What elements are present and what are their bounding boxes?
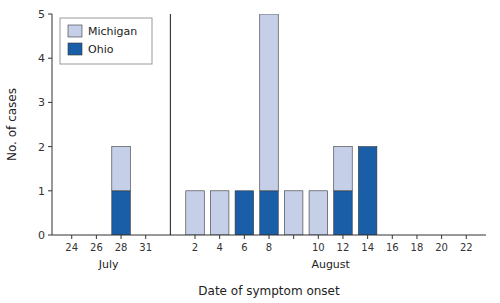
legend: Michigan Ohio <box>60 18 152 64</box>
y-tick <box>48 190 52 191</box>
bar-segment <box>260 14 278 191</box>
x-tick <box>244 235 245 239</box>
x-tick-label: 12 <box>337 242 350 253</box>
bar-segment <box>284 191 302 235</box>
y-tick-label: 5 <box>38 8 45 21</box>
group-label: July <box>98 258 119 271</box>
x-tick-label: 22 <box>460 242 473 253</box>
axes: 01234524262831246810121416182022 <box>38 8 486 253</box>
x-tick-label: 26 <box>90 242 103 253</box>
group-label: August <box>311 258 350 271</box>
x-tick <box>145 235 146 239</box>
bar-segment <box>235 190 253 191</box>
bar-segment <box>210 191 228 235</box>
bar-segment <box>358 147 376 235</box>
bar-segment <box>235 191 253 235</box>
chart: 01234524262831246810121416182022JulyAugu… <box>0 0 500 303</box>
x-tick <box>318 235 319 239</box>
x-tick-label: 16 <box>386 242 399 253</box>
y-tick-label: 2 <box>38 141 45 154</box>
bar-segment <box>112 191 130 235</box>
x-tick-label: 31 <box>139 242 152 253</box>
y-tick <box>48 235 52 236</box>
y-tick-label: 3 <box>38 96 45 109</box>
legend-label: Ohio <box>88 43 114 56</box>
x-tick <box>416 235 417 239</box>
y-tick-label: 0 <box>38 229 45 242</box>
x-tick <box>293 235 294 239</box>
x-tick-label: 8 <box>266 242 272 253</box>
bar-segment <box>334 191 352 235</box>
group-divider <box>170 14 171 235</box>
y-tick <box>48 146 52 147</box>
y-tick <box>48 102 52 103</box>
x-tick-label: 24 <box>65 242 78 253</box>
x-tick <box>367 235 368 239</box>
y-axis-line <box>52 14 53 235</box>
bar-segment <box>358 146 376 147</box>
x-tick-label: 18 <box>411 242 424 253</box>
x-tick <box>342 235 343 239</box>
x-tick-label: 20 <box>435 242 448 253</box>
legend-swatch <box>68 43 82 55</box>
x-tick <box>121 235 122 239</box>
legend-frame <box>60 18 152 64</box>
bar-segment <box>186 191 204 235</box>
x-axis-title: Date of symptom onset <box>198 284 340 298</box>
bar-segment <box>309 191 327 235</box>
chart-container: 01234524262831246810121416182022JulyAugu… <box>0 0 500 303</box>
x-tick <box>195 235 196 239</box>
y-tick <box>48 58 52 59</box>
y-tick-label: 1 <box>38 185 45 198</box>
bar-segment <box>334 147 352 191</box>
x-tick-label: 28 <box>115 242 128 253</box>
y-tick <box>48 14 52 15</box>
x-tick <box>96 235 97 239</box>
x-tick-label: 10 <box>312 242 325 253</box>
x-tick <box>219 235 220 239</box>
x-tick-label: 14 <box>361 242 374 253</box>
x-tick <box>466 235 467 239</box>
y-tick-label: 4 <box>38 52 45 65</box>
x-tick <box>392 235 393 239</box>
x-tick-label: 4 <box>216 242 222 253</box>
y-axis-title: No. of cases <box>5 88 19 161</box>
x-tick-label: 2 <box>192 242 198 253</box>
legend-swatch <box>68 25 82 37</box>
bar-segment <box>260 191 278 235</box>
x-tick-label: 6 <box>241 242 247 253</box>
x-tick <box>441 235 442 239</box>
legend-label: Michigan <box>88 25 137 38</box>
x-tick <box>71 235 72 239</box>
bar-segment <box>112 147 130 191</box>
x-tick <box>269 235 270 239</box>
page: {"chart_data": {"type": "bar", "stacked"… <box>0 0 500 303</box>
